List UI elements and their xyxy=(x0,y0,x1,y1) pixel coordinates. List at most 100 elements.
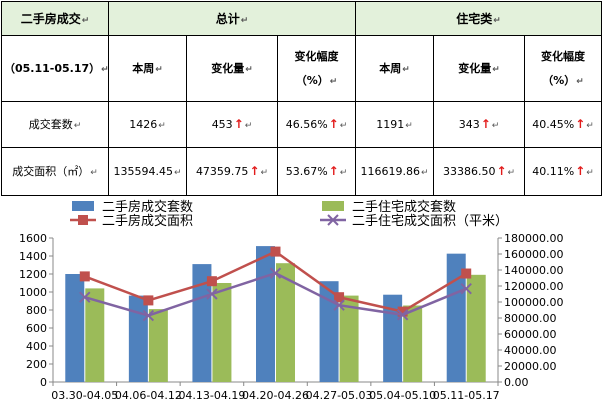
up-arrow-icon: ↑ xyxy=(575,164,586,179)
bar xyxy=(276,263,295,382)
subheader-total-change: 变化量↵ xyxy=(186,35,278,102)
x-tick-label: 03.30-04.05 xyxy=(51,389,118,402)
point xyxy=(333,299,345,311)
bar xyxy=(403,305,423,382)
y-left-tick-label: 1400 xyxy=(19,250,47,263)
point xyxy=(396,309,409,321)
row-label-units: 成交套数↵ xyxy=(1,100,109,148)
legend-swatch xyxy=(72,201,94,211)
cell-total-change: 47359.75↑↵ xyxy=(186,146,278,197)
bar xyxy=(339,295,359,382)
subheader-res-week: 本周↵ xyxy=(355,35,435,102)
x-tick-label: 04.20-04.26 xyxy=(242,389,309,402)
bar xyxy=(128,295,148,382)
up-arrow-icon: ↑ xyxy=(249,164,260,179)
bar xyxy=(85,288,105,382)
point xyxy=(206,276,217,287)
y-right-tick-label: 180000.00 xyxy=(504,232,564,245)
y-left-tick-label: 400 xyxy=(26,340,47,353)
up-arrow-icon: ↑ xyxy=(496,164,507,179)
y-right-tick-label: 0.00 xyxy=(504,376,529,389)
point xyxy=(79,291,91,303)
legend-swatch xyxy=(322,201,344,211)
cell-total-change: 453↑↵ xyxy=(186,100,278,148)
cell-total-week: 1426↵ xyxy=(108,100,187,148)
y-left-tick-label: 800 xyxy=(26,304,47,317)
up-arrow-icon: ↑ xyxy=(480,117,491,132)
header-secondhand: 二手房成交↵ xyxy=(1,0,109,37)
y-left-tick-label: 0 xyxy=(40,376,47,389)
y-right-tick-label: 120000.00 xyxy=(504,280,564,293)
table-row: 成交套数↵ 1426↵ 453↑↵ 46.56%↑↵ 1191↵ 343↑↵ 4… xyxy=(1,100,602,148)
x-tick-label: 05.11-05.17 xyxy=(433,389,500,402)
bar xyxy=(212,283,232,382)
point-stroke xyxy=(269,267,282,279)
x-tick-label: 04.13-04.19 xyxy=(178,389,245,402)
point xyxy=(460,282,472,295)
cell-total-pct: 46.56%↑↵ xyxy=(276,100,357,148)
point-stroke xyxy=(460,282,472,295)
subheader-total-pct: 变化幅度 （%）↵ xyxy=(276,35,357,102)
table-subheader-row: （05.11-05.17）↵ 本周↵ 变化量↵ 变化幅度 （%）↵ 本周↵ 变化量… xyxy=(1,35,602,102)
up-arrow-icon: ↑ xyxy=(233,117,244,132)
bar xyxy=(383,294,403,382)
legend-label: 二手住宅成交面积（平米） xyxy=(352,213,508,229)
y-left-tick-label: 200 xyxy=(26,358,47,371)
x-tick-label: 05.04-05.10 xyxy=(369,389,436,402)
point xyxy=(270,246,281,257)
point xyxy=(461,268,472,279)
cell-total-week: 135594.45↵ xyxy=(108,146,187,197)
point-stroke xyxy=(79,291,91,303)
bar xyxy=(65,274,85,382)
bar xyxy=(446,253,466,382)
y-right-tick-label: 20000.00 xyxy=(504,360,557,373)
subheader-res-change: 变化量↵ xyxy=(433,35,526,102)
y-left-tick-label: 1000 xyxy=(19,286,47,299)
point xyxy=(269,267,282,279)
y-right-tick-label: 100000.00 xyxy=(504,296,564,309)
legend-label: 二手房成交面积 xyxy=(102,213,193,229)
stats-table: 二手房成交↵ 总计↵ 住宅类↵ （05.11-05.17）↵ 本周↵ 变化量↵ … xyxy=(1,0,602,197)
period-label: （05.11-05.17）↵ xyxy=(1,35,109,102)
subheader-total-week: 本周↵ xyxy=(108,35,187,102)
up-arrow-icon: ↑ xyxy=(575,117,586,132)
y-right-tick-label: 160000.00 xyxy=(504,248,564,261)
cell-res-change: 33386.50↑↵ xyxy=(433,146,526,197)
legend-item: 二手房成交面积 xyxy=(70,213,193,229)
bar xyxy=(148,309,168,382)
up-arrow-icon: ↑ xyxy=(328,117,339,132)
table-header-row: 二手房成交↵ 总计↵ 住宅类↵ xyxy=(1,0,602,37)
point xyxy=(142,309,155,322)
header-total: 总计↵ xyxy=(107,0,357,37)
y-left-tick-label: 1200 xyxy=(19,268,47,281)
bar xyxy=(319,281,339,382)
legend-label: 二手住宅成交套数 xyxy=(352,199,456,215)
x-tick-label: 04.06-04.12 xyxy=(115,389,182,402)
y-right-tick-label: 40000.00 xyxy=(504,344,557,357)
cell-res-week: 1191↵ xyxy=(355,100,435,148)
table-row: 成交面积（㎡）↵ 135594.45↵ 47359.75↑↵ 53.67%↑↵ … xyxy=(1,146,602,197)
legend-item: 二手房成交套数 xyxy=(72,199,193,215)
bar xyxy=(256,246,275,382)
subheader-res-pct: 变化幅度 （%）↵ xyxy=(524,35,602,102)
cell-res-week: 116619.86↵ xyxy=(355,146,435,197)
up-arrow-icon: ↑ xyxy=(328,164,339,179)
point xyxy=(79,271,90,282)
cell-res-pct: 40.45%↑↵ xyxy=(524,100,602,148)
point-stroke xyxy=(142,309,155,322)
point xyxy=(206,288,218,300)
y-right-tick-label: 60000.00 xyxy=(504,328,557,341)
legend-marker xyxy=(327,214,339,226)
y-left-tick-label: 600 xyxy=(26,322,47,335)
cell-res-change: 343↑↵ xyxy=(433,100,526,148)
y-right-tick-label: 80000.00 xyxy=(504,312,557,325)
y-left-tick-label: 1600 xyxy=(19,232,47,245)
point-stroke xyxy=(396,309,409,321)
legend-item: 二手住宅成交套数 xyxy=(322,199,456,215)
point xyxy=(397,306,408,317)
cell-total-pct: 53.67%↑↵ xyxy=(276,146,357,197)
legend-marker xyxy=(78,215,88,225)
bar xyxy=(192,264,212,382)
cell-res-pct: 40.11%↑↵ xyxy=(524,146,602,197)
